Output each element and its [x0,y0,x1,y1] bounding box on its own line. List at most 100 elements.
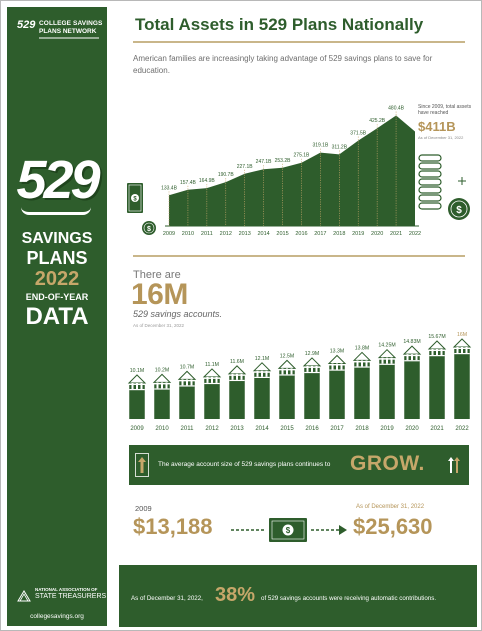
assets-as-of: As of December 31, 2022 [418,135,464,140]
logo-line-2: PLANS NETWORK [39,28,97,35]
assets-year-label: 2019 [352,231,364,237]
account-bar-label: 10.2M [155,367,169,373]
account-year-label: 2017 [330,426,344,432]
assets-year-label: 2020 [371,231,383,237]
svg-text:$: $ [286,526,291,535]
svg-text:$: $ [133,197,137,203]
bank-building-icon [377,348,397,365]
sidebar: 529 COLLEGE SAVINGS PLANS NETWORK 529 SA… [7,7,107,626]
compare-2009-value: $13,188 [133,514,213,539]
grow-text: The average account size of 529 savings … [158,461,331,468]
account-bar [404,356,420,419]
state-seal-icon [17,590,31,602]
svg-text:$: $ [147,226,151,233]
intro-text: American families are increasingly takin… [133,54,433,75]
bank-building-icon [427,340,447,357]
account-year-label: 2016 [305,426,319,432]
account-bar-label: 14.25M [378,343,395,349]
assets-data-label: 275.1B [294,153,311,159]
bank-building-icon [352,351,372,368]
account-bar-label: 10.7M [180,364,194,370]
bank-building-icon [227,365,247,382]
svg-text:$: $ [456,205,462,216]
account-year-label: 2012 [205,426,219,432]
bank-building-icon [252,362,272,378]
assets-year-label: 2012 [220,231,232,237]
logo-line-1: COLLEGE SAVINGS [39,20,103,27]
account-bar-label: 10.1M [130,368,144,374]
big-529-logo: 529 [16,150,100,210]
up-arrow-dollar-icon [448,457,460,473]
assets-year-label: 2021 [390,231,402,237]
accounts-there-are: There are [133,269,181,281]
account-bar-label: 15.67M [428,334,445,340]
compare-2022-value: $25,630 [353,514,433,539]
account-bar [129,385,145,419]
assets-year-label: 2018 [333,231,345,237]
accounts-total: 16M [131,278,188,311]
logo-underline [39,37,99,39]
bank-building-icon [177,370,197,387]
accounts-label: 529 savings accounts. [133,309,223,319]
assets-data-label: 133.4B [161,185,178,191]
logo-mark: 529 [17,19,36,31]
account-year-label: 2019 [380,426,394,432]
account-bar [354,362,370,419]
account-year-label: 2018 [355,426,369,432]
account-year-label: 2014 [255,426,269,432]
assets-data-label: 227.1B [237,164,254,170]
account-bar [454,349,470,419]
accounts-bar-chart: 10.1M 2009 10.2M 2010 10.7M 2011 11.1M 2012 11.6… [127,332,472,432]
bank-building-icon [127,374,147,391]
assets-area [169,115,415,226]
account-year-label: 2010 [155,426,169,432]
account-bar [179,381,195,419]
assets-year-label: 2011 [201,231,213,237]
account-bar-label: 11.1M [205,362,219,368]
account-bar [154,384,170,419]
account-bar [304,367,320,419]
grow-banner: The average account size of 529 savings … [129,445,469,485]
assets-since-text: Since 2009, total assets have reached [418,104,472,116]
section-divider [133,255,465,257]
title-data: DATA [25,303,89,330]
assets-data-label: 371.5B [350,131,367,137]
account-bar-label: 13.3M [330,348,344,354]
account-bar [329,365,345,419]
assets-year-label: 2015 [276,231,288,237]
bank-building-icon [452,338,472,355]
account-year-label: 2011 [181,426,195,432]
assets-year-label: 2014 [257,231,269,237]
bank-building-icon [402,345,422,362]
title-year: 2022 [34,268,80,290]
assets-data-label: 425.2B [369,118,386,124]
auto-contrib-percent: 38% [215,584,256,606]
compare-2009-year: 2009 [135,504,152,513]
up-arrow-icon [135,453,149,477]
assets-year-label: 2017 [314,231,326,237]
assets-area-chart: 133.4B 2009 157.4B 2010 164.9B 2011 190.7B 2012… [127,106,470,237]
bank-building-icon [302,357,322,374]
account-bar [379,359,395,419]
bank-building-icon [152,373,172,390]
account-bar [204,378,220,419]
assets-data-label: 311.2B [332,144,348,150]
auto-contrib-pre: As of December 31, 2022, [131,595,203,602]
title-savings: SAVINGS [21,230,93,247]
nast-line-2: STATE TREASURERS [35,593,107,600]
account-bar [254,372,270,419]
account-year-label: 2009 [130,426,144,432]
account-bar [279,370,295,419]
bank-building-icon [202,368,222,385]
assets-data-label: 157.4B [180,180,197,186]
grow-word: GROW. [350,452,425,475]
account-bar-label: 12.1M [255,356,269,362]
logo-swoosh [21,207,91,215]
accounts-as-of: As of December 31, 2022 [133,323,185,328]
account-year-label: 2021 [430,426,444,432]
account-bar-label: 12.9M [305,351,319,357]
bank-building-icon [277,359,297,376]
website-link[interactable]: collegesavings.org [30,613,84,620]
account-year-label: 2013 [230,426,244,432]
assets-data-label: 253.2B [275,158,292,164]
